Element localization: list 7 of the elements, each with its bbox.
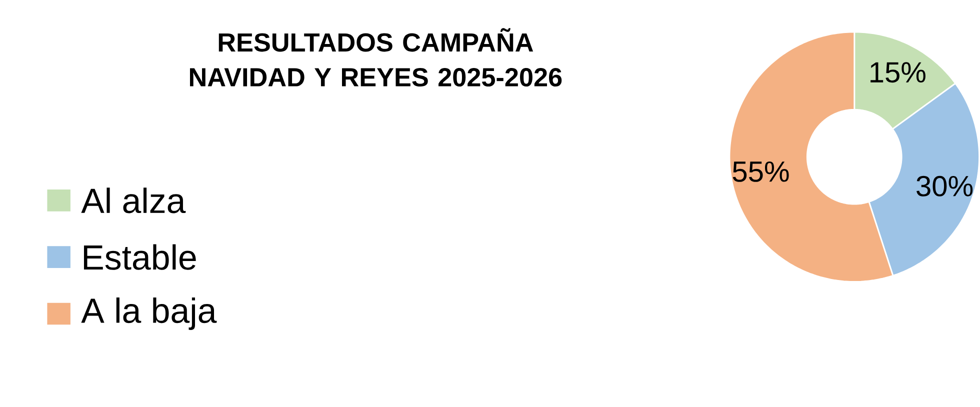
chart-title: RESULTADOS CAMPAÑA NAVIDAD Y REYES 2025-2026	[190, 28, 562, 87]
data-label: 15%	[870, 62, 926, 83]
data-label: 55%	[732, 162, 789, 182]
legend-label: Estable	[84, 244, 196, 270]
legend-label: Al alza	[81, 188, 186, 214]
data-label: 30%	[916, 176, 973, 197]
legend-label: A la baja	[81, 298, 217, 330]
